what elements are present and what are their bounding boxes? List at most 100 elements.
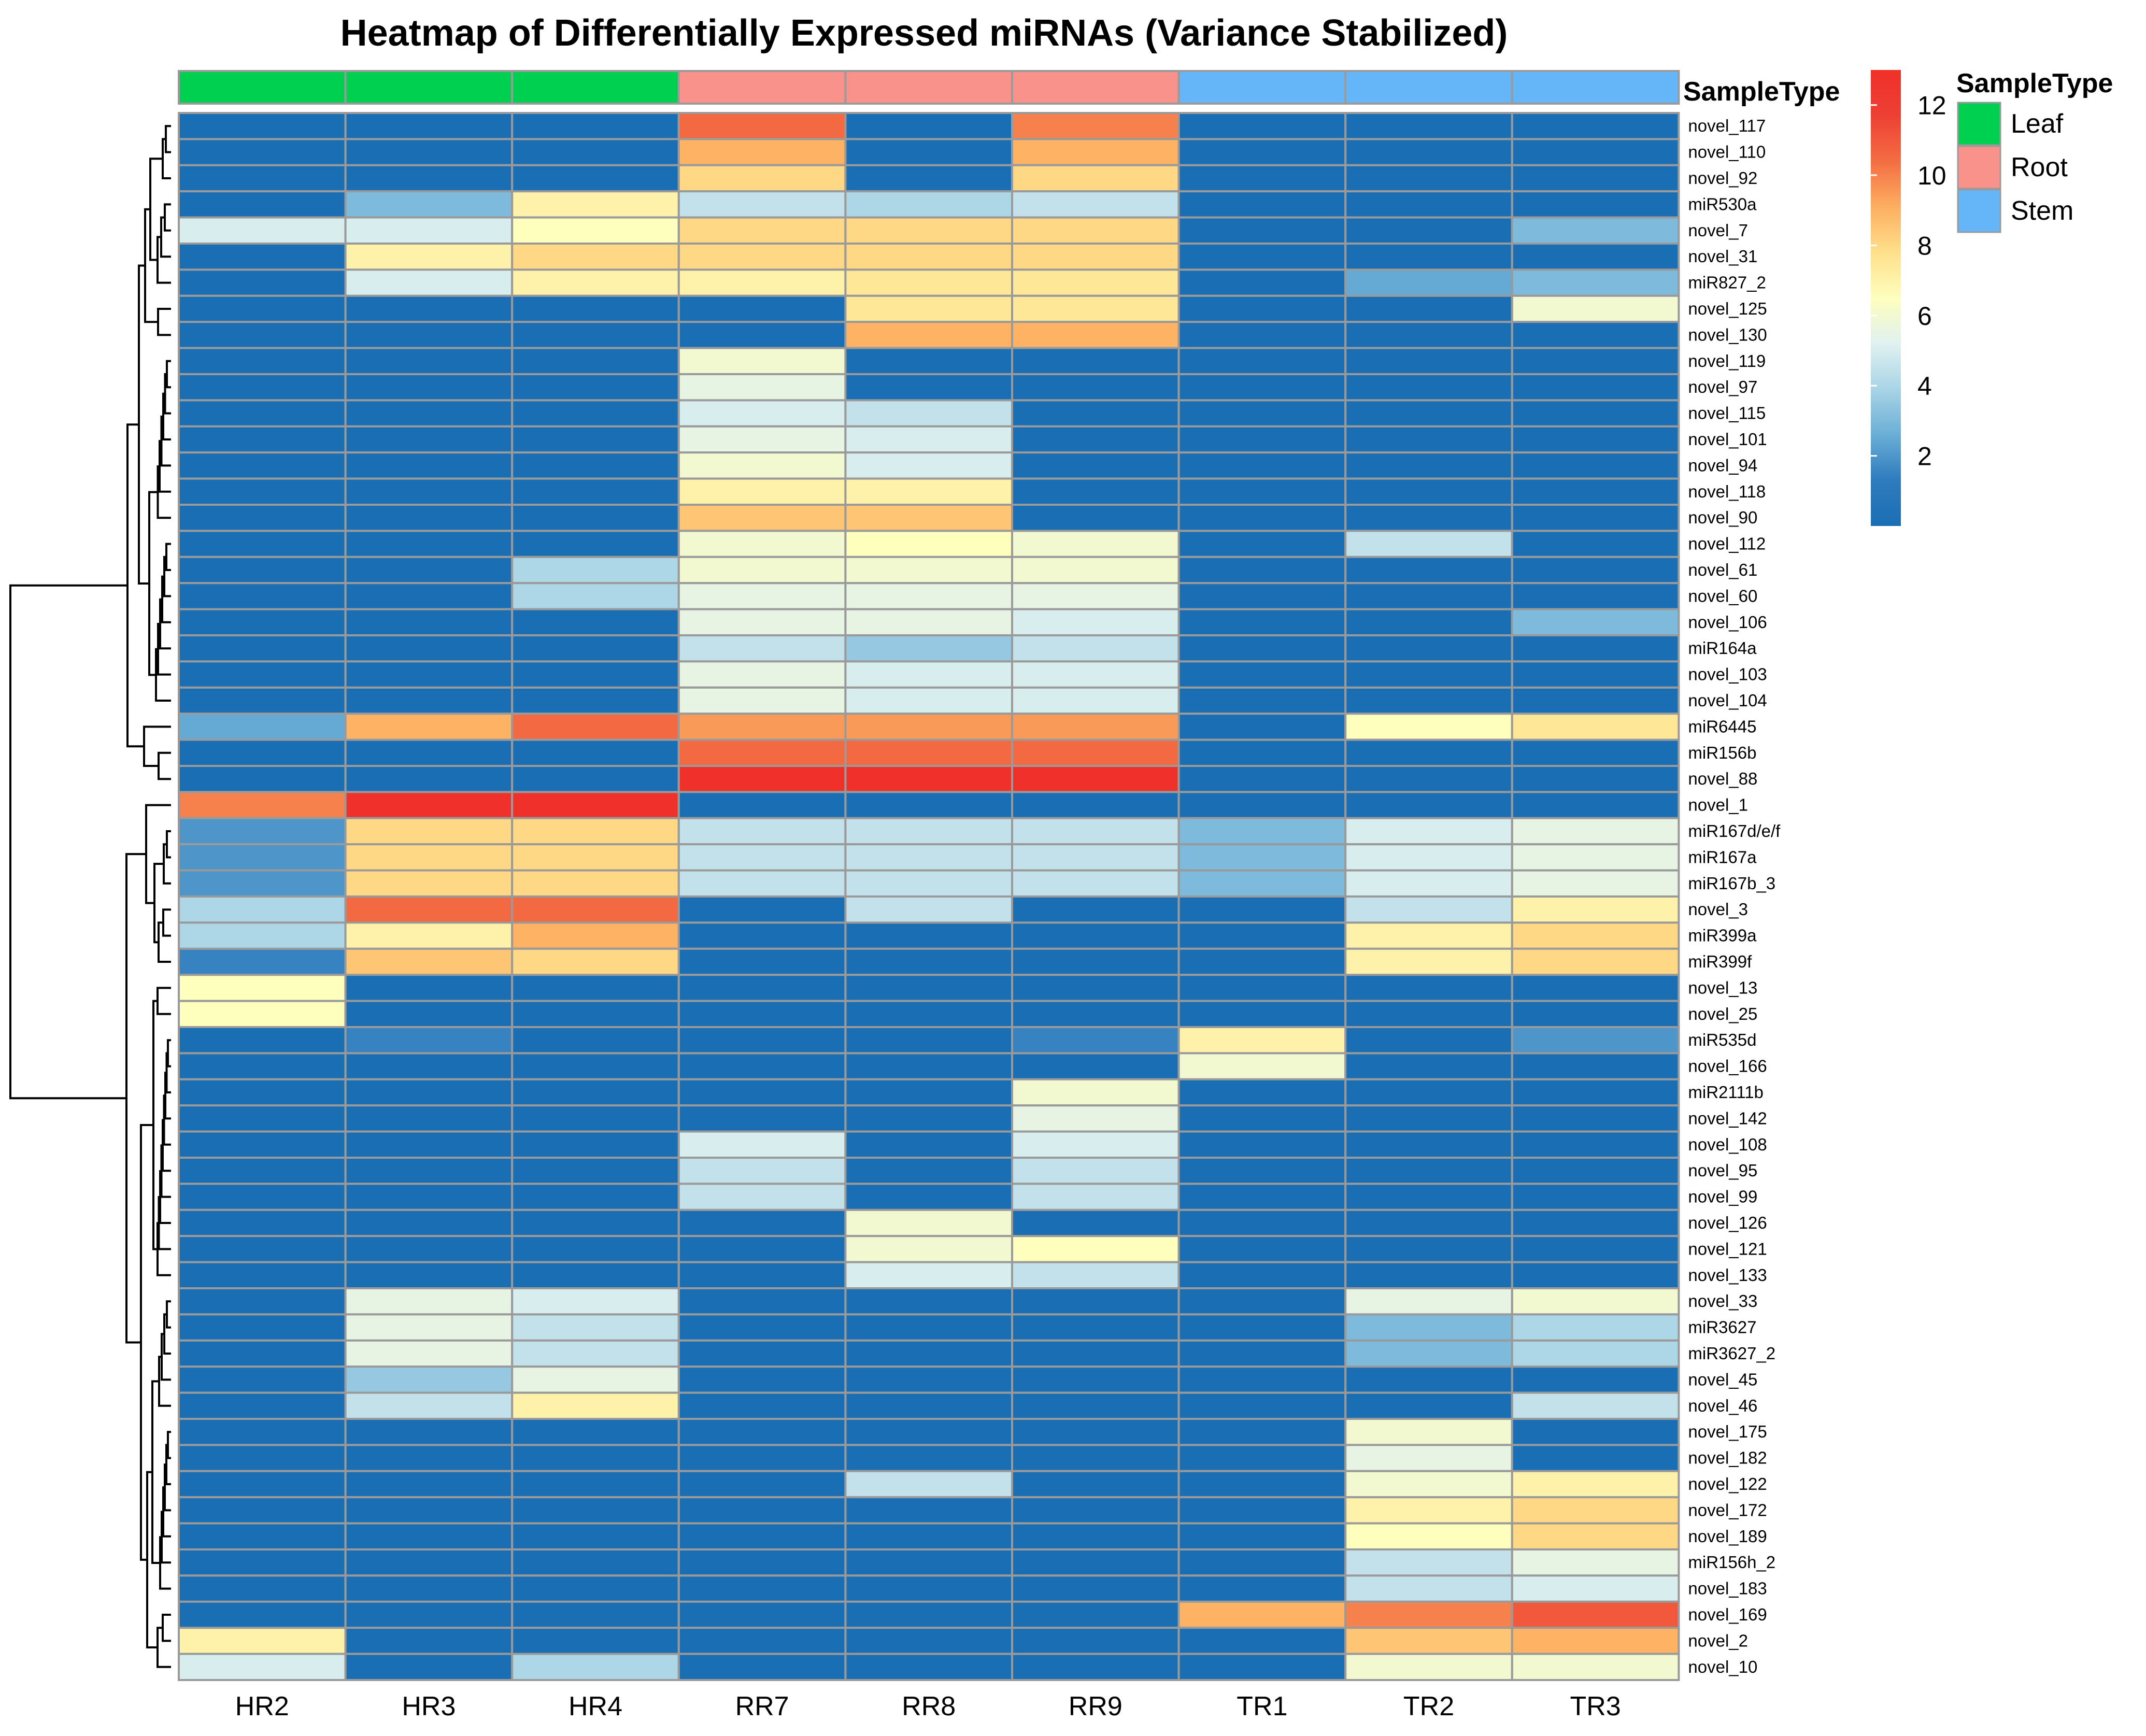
heatmap-cell bbox=[844, 399, 1014, 428]
heatmap-cell bbox=[1011, 1627, 1180, 1655]
heatmap-cell bbox=[178, 1391, 347, 1420]
heatmap-cell bbox=[1511, 817, 1680, 846]
heatmap-cell bbox=[344, 1183, 514, 1211]
heatmap-cell bbox=[1177, 921, 1347, 950]
row-label-mir535d: miR535d bbox=[1688, 1030, 1756, 1049]
heatmap-cell bbox=[677, 1157, 847, 1185]
heatmap-cell bbox=[844, 1287, 1014, 1316]
heatmap-cell bbox=[844, 1418, 1014, 1446]
color-scale-legend: 2 4 6 8 10 12 bbox=[1871, 70, 1946, 526]
row-label-mir2111b: miR2111b bbox=[1688, 1083, 1764, 1102]
heatmap-cell bbox=[1344, 1313, 1513, 1342]
heatmap-cell bbox=[1511, 112, 1680, 140]
heatmap-cell bbox=[1344, 1052, 1513, 1080]
heatmap-cell bbox=[1344, 1078, 1513, 1107]
heatmap-cell bbox=[344, 582, 514, 610]
heatmap-cell bbox=[677, 1600, 847, 1629]
heatmap-cell bbox=[511, 713, 680, 741]
heatmap-cell bbox=[844, 1313, 1014, 1342]
row-label-novel-2: novel_2 bbox=[1688, 1631, 1748, 1650]
heatmap-cell bbox=[1177, 1574, 1347, 1603]
heatmap-cell bbox=[1177, 1600, 1347, 1629]
heatmap-cell bbox=[677, 1522, 847, 1551]
heatmap-cell bbox=[677, 294, 847, 323]
heatmap-cell bbox=[1511, 164, 1680, 193]
heatmap-cell bbox=[844, 1653, 1014, 1682]
heatmap-cell bbox=[178, 216, 347, 245]
row-label-novel-112: novel_112 bbox=[1688, 534, 1766, 553]
row-label-novel-46: novel_46 bbox=[1688, 1396, 1757, 1415]
heatmap-cell bbox=[1511, 1261, 1680, 1290]
heatmap-cell bbox=[844, 634, 1014, 663]
dendrogram-branch bbox=[157, 1627, 171, 1668]
heatmap-cell bbox=[344, 1026, 514, 1055]
heatmap-cell bbox=[178, 425, 347, 454]
legend-swatch-stem bbox=[1957, 189, 2001, 233]
row-label-mir399a: miR399a bbox=[1688, 926, 1757, 945]
heatmap-cell bbox=[1511, 843, 1680, 872]
heatmap-cell bbox=[511, 399, 680, 428]
heatmap-cell bbox=[1177, 477, 1347, 506]
scale-tick-label: 10 bbox=[1917, 161, 1946, 190]
heatmap-cell bbox=[178, 1000, 347, 1028]
heatmap-cell bbox=[1177, 1000, 1347, 1028]
heatmap-cell bbox=[1511, 947, 1680, 976]
heatmap-cell bbox=[178, 243, 347, 271]
heatmap-cell bbox=[178, 451, 347, 480]
heatmap-cell bbox=[178, 190, 347, 219]
column-labels: HR2 HR3 HR4 RR7 RR8 RR9 TR1 TR2 TR3 bbox=[235, 1691, 1621, 1721]
heatmap-cell bbox=[677, 1653, 847, 1682]
heatmap-cell bbox=[344, 216, 514, 245]
heatmap-cell bbox=[1011, 843, 1180, 872]
heatmap-cell bbox=[1011, 660, 1180, 689]
heatmap-cell bbox=[511, 425, 680, 454]
heatmap-cell bbox=[344, 1000, 514, 1028]
heatmap-cell bbox=[1011, 1444, 1180, 1472]
scale-tick-label: 6 bbox=[1917, 302, 1932, 331]
heatmap-cell bbox=[1511, 1052, 1680, 1080]
heatmap-cell bbox=[677, 1261, 847, 1290]
heatmap-cell bbox=[1011, 1261, 1180, 1290]
heatmap-cell bbox=[677, 686, 847, 715]
heatmap-cell bbox=[344, 294, 514, 323]
heatmap-cell bbox=[1011, 477, 1180, 506]
heatmap-cell bbox=[1511, 686, 1680, 715]
heatmap-cell bbox=[178, 1653, 347, 1682]
heatmap-cell bbox=[844, 791, 1014, 819]
row-label-novel-25: novel_25 bbox=[1688, 1004, 1757, 1023]
heatmap-cell bbox=[677, 1444, 847, 1472]
heatmap-cell bbox=[1344, 843, 1513, 872]
scale-tick-label: 12 bbox=[1917, 91, 1946, 120]
heatmap-cell bbox=[511, 216, 680, 245]
heatmap-cell bbox=[178, 765, 347, 793]
heatmap-cell bbox=[344, 112, 514, 140]
heatmap-cell bbox=[1511, 974, 1680, 1002]
heatmap-cell bbox=[677, 138, 847, 166]
column-label-tr2: TR2 bbox=[1403, 1691, 1454, 1721]
heatmap-cell bbox=[1011, 112, 1180, 140]
row-label-mir167b-3: miR167b_3 bbox=[1688, 874, 1775, 893]
heatmap-cell bbox=[677, 1287, 847, 1316]
annotation-cell-stem bbox=[1511, 70, 1680, 105]
heatmap-cell bbox=[1344, 765, 1513, 793]
heatmap-cell bbox=[344, 138, 514, 166]
heatmap-cell bbox=[344, 843, 514, 872]
heatmap-cell bbox=[344, 686, 514, 715]
dendrogram-branch bbox=[164, 1072, 171, 1120]
heatmap-cell bbox=[344, 1653, 514, 1682]
heatmap-cell bbox=[844, 765, 1014, 793]
legend-swatch-leaf bbox=[1957, 102, 2001, 146]
heatmap-cell bbox=[344, 765, 514, 793]
heatmap-cell bbox=[511, 1391, 680, 1420]
heatmap-cell bbox=[1511, 1130, 1680, 1159]
heatmap-cell bbox=[178, 347, 347, 375]
heatmap-cell bbox=[1344, 791, 1513, 819]
heatmap-cell bbox=[178, 1444, 347, 1472]
heatmap-cell bbox=[844, 1104, 1014, 1133]
heatmap-cell bbox=[1344, 1548, 1513, 1577]
heatmap-cell bbox=[1344, 1235, 1513, 1263]
annotation-track-label: SampleType bbox=[1683, 77, 1840, 107]
row-label-novel-119: novel_119 bbox=[1688, 351, 1766, 371]
sample-type-legend: SampleType Leaf Root Stem bbox=[1956, 68, 2113, 233]
dendrogram-branch bbox=[166, 360, 171, 389]
